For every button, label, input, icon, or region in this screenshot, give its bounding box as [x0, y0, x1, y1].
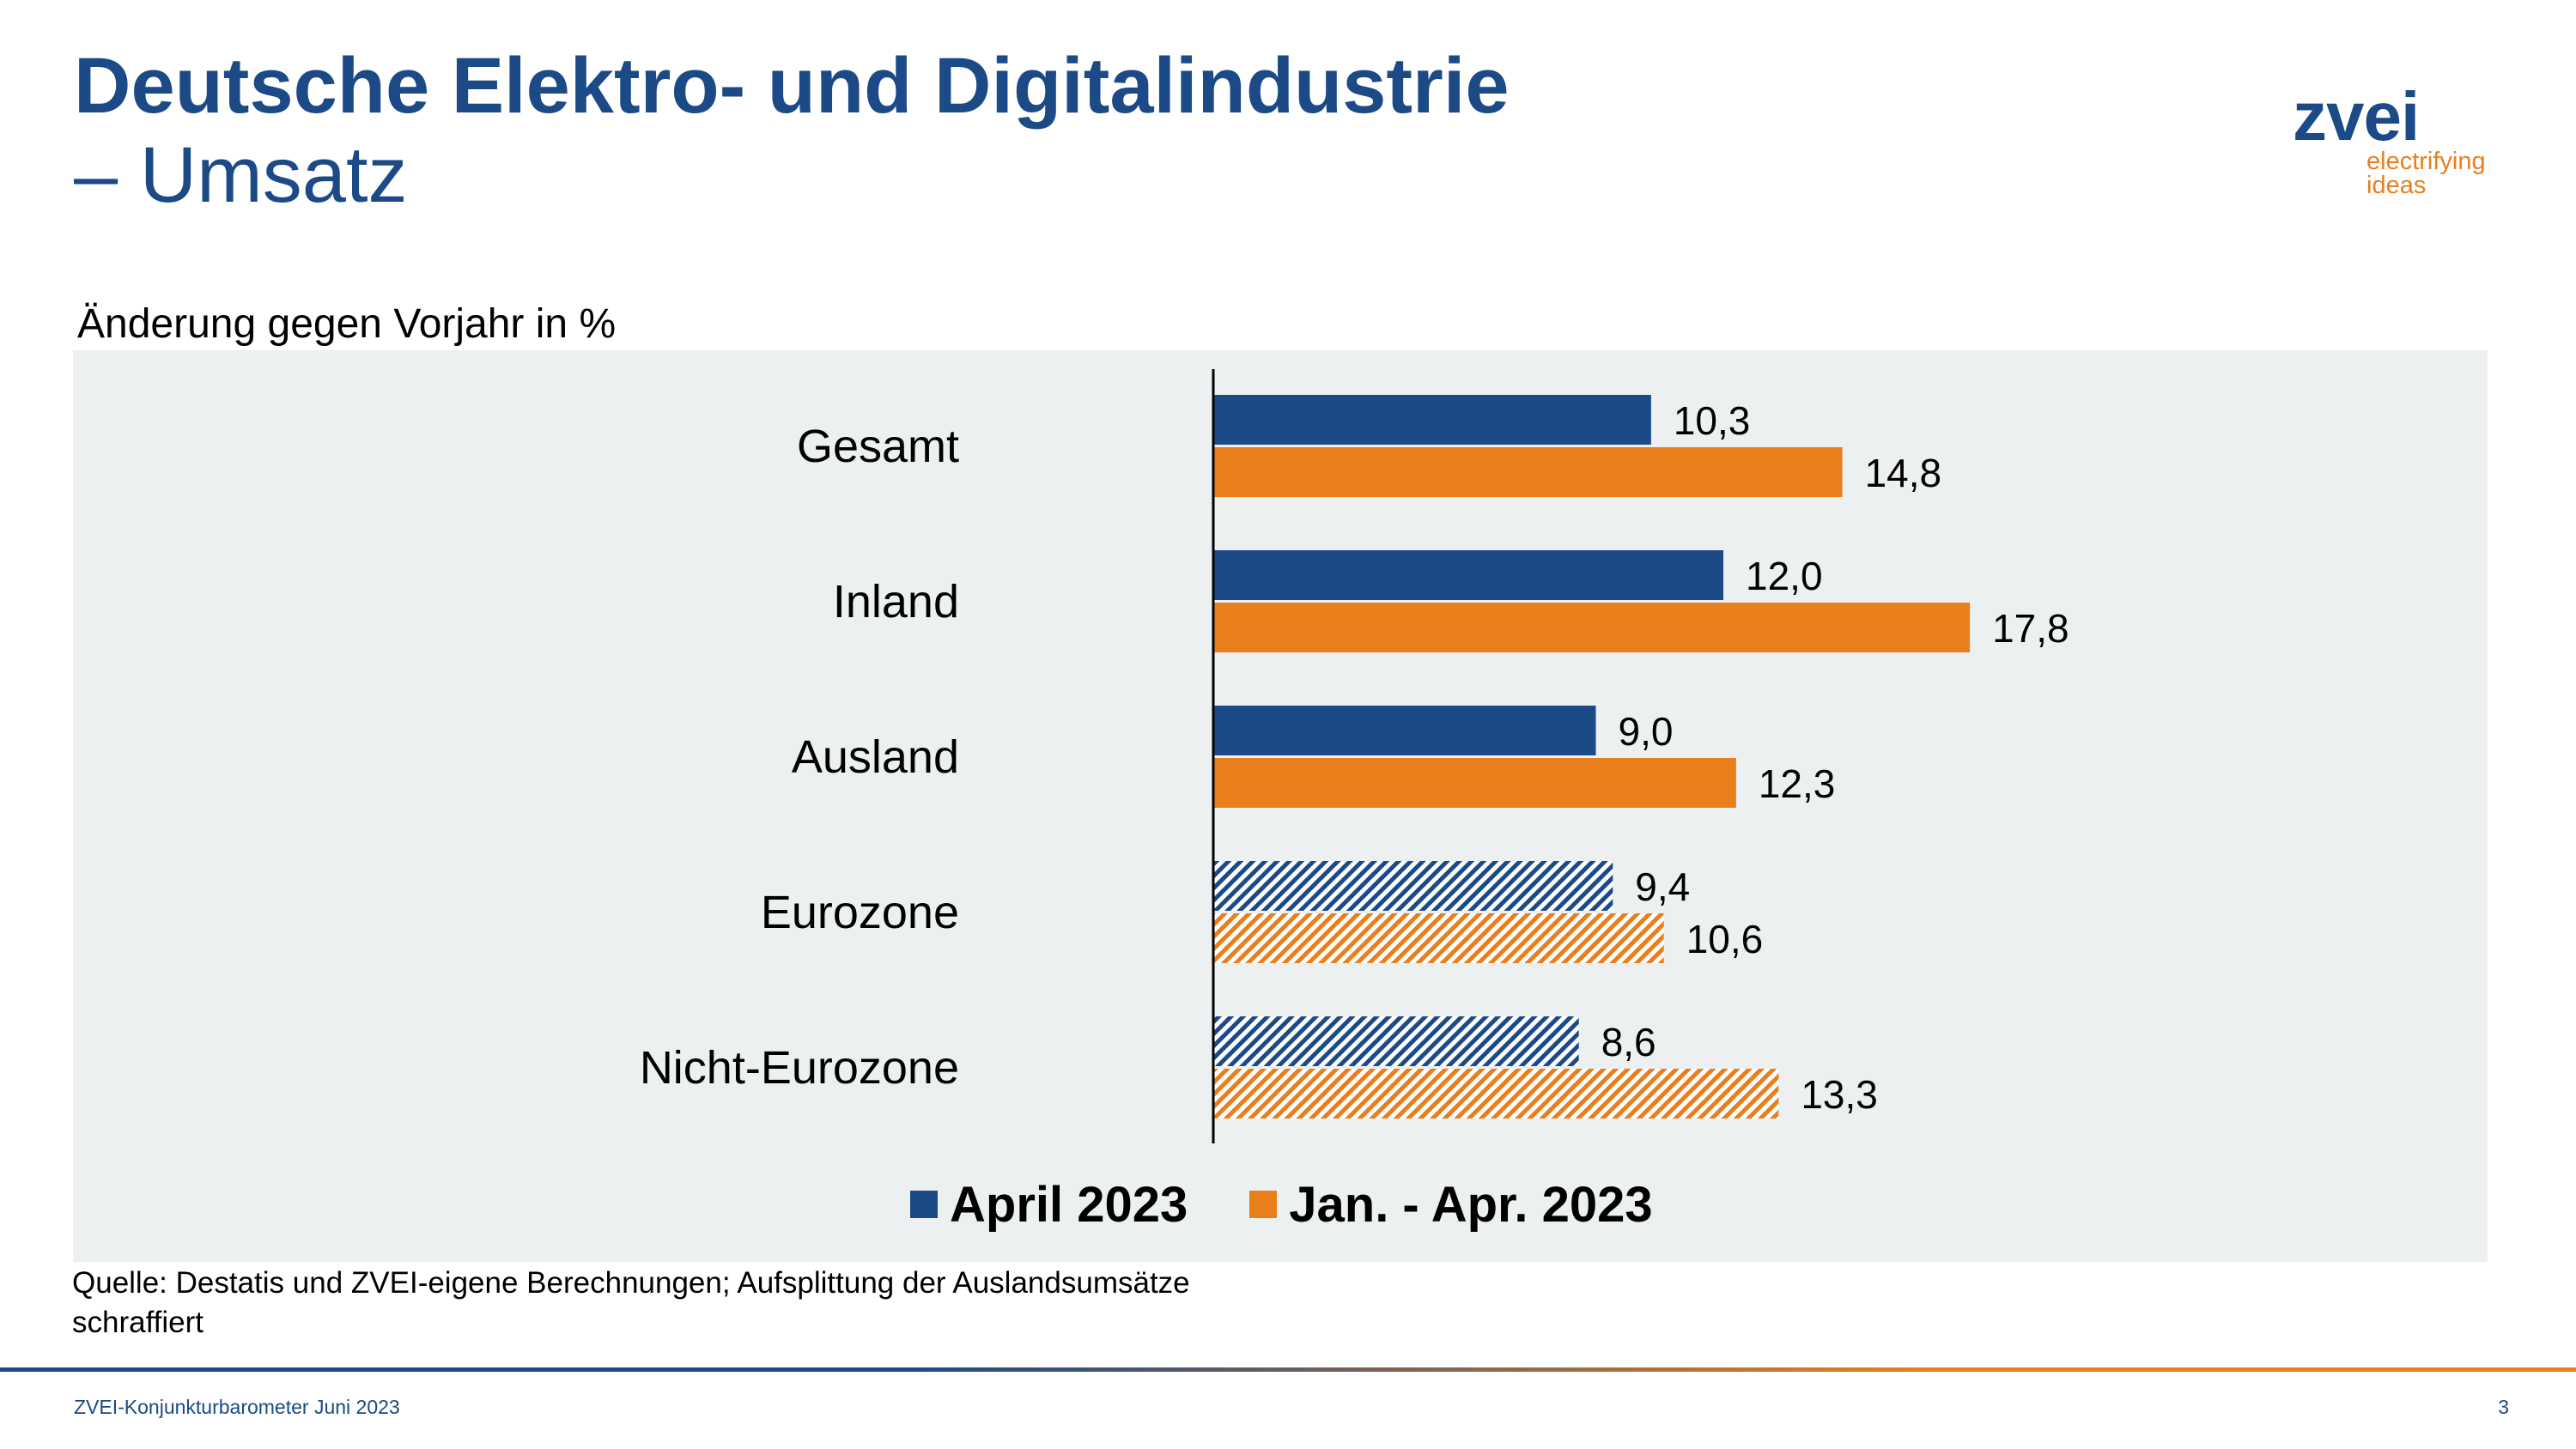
- category-label: Nicht-Eurozone: [640, 1042, 959, 1094]
- category-label: Eurozone: [761, 887, 959, 938]
- legend-swatch-blue: [910, 1191, 938, 1218]
- bar: [1213, 706, 1596, 755]
- bar: [1213, 447, 1843, 497]
- page-subtitle: – Umsatz: [74, 131, 408, 219]
- data-label: 10,6: [1686, 917, 1764, 961]
- data-label: 12,3: [1759, 761, 1836, 806]
- chart-unit-label: Änderung gegen Vorjahr in %: [77, 301, 617, 347]
- legend-label-april: April 2023: [950, 1176, 1188, 1233]
- data-label: 9,4: [1635, 864, 1690, 909]
- chart-legend: April 2023 Jan. - Apr. 2023: [910, 1174, 1715, 1234]
- category-label: Ausland: [792, 731, 959, 783]
- bar: [1213, 395, 1651, 445]
- data-label: 8,6: [1601, 1020, 1656, 1064]
- legend-item-jan-apr: Jan. - Apr. 2023: [1249, 1176, 1653, 1234]
- data-label: 14,8: [1865, 451, 1942, 495]
- category-label: Inland: [833, 576, 959, 627]
- legend-item-april: April 2023: [910, 1176, 1188, 1234]
- bar-chart: Gesamt 10,3 14,8 Inland 12,0 17,8 Ausland 9,0 12…: [640, 369, 2069, 1143]
- chart-panel: Gesamt 10,3 14,8 Inland 12,0 17,8 Ausland 9,0 12…: [73, 350, 2488, 1262]
- footer-text: ZVEI-Konjunkturbarometer Juni 2023: [74, 1396, 400, 1418]
- bar: [1213, 758, 1736, 808]
- data-label: 17,8: [1992, 606, 2069, 651]
- data-label: 9,0: [1619, 709, 1674, 754]
- bar: [1213, 1016, 1579, 1066]
- bar: [1213, 603, 1971, 652]
- legend-swatch-orange: [1249, 1191, 1278, 1218]
- zvei-logo: zvei electrifying ideas: [2293, 82, 2499, 203]
- logo-tagline: electrifying ideas: [2366, 148, 2486, 199]
- logo-wordmark: zvei: [2293, 78, 2420, 155]
- data-label: 13,3: [1801, 1072, 1878, 1117]
- bar: [1213, 861, 1613, 911]
- source-note: Quelle: Destatis und ZVEI-eigene Berechn…: [72, 1266, 1190, 1339]
- page-number: 3: [2498, 1396, 2509, 1418]
- bar: [1213, 913, 1664, 963]
- page-title: Deutsche Elektro- und Digitalindustrie: [74, 42, 1510, 130]
- data-label: 10,3: [1674, 398, 1751, 443]
- bar: [1213, 1069, 1779, 1119]
- legend-label-jan-apr: Jan. - Apr. 2023: [1289, 1176, 1653, 1233]
- bar: [1213, 550, 1723, 600]
- category-label: Gesamt: [797, 421, 959, 472]
- footer-divider: [0, 1367, 2576, 1372]
- data-label: 12,0: [1746, 554, 1823, 598]
